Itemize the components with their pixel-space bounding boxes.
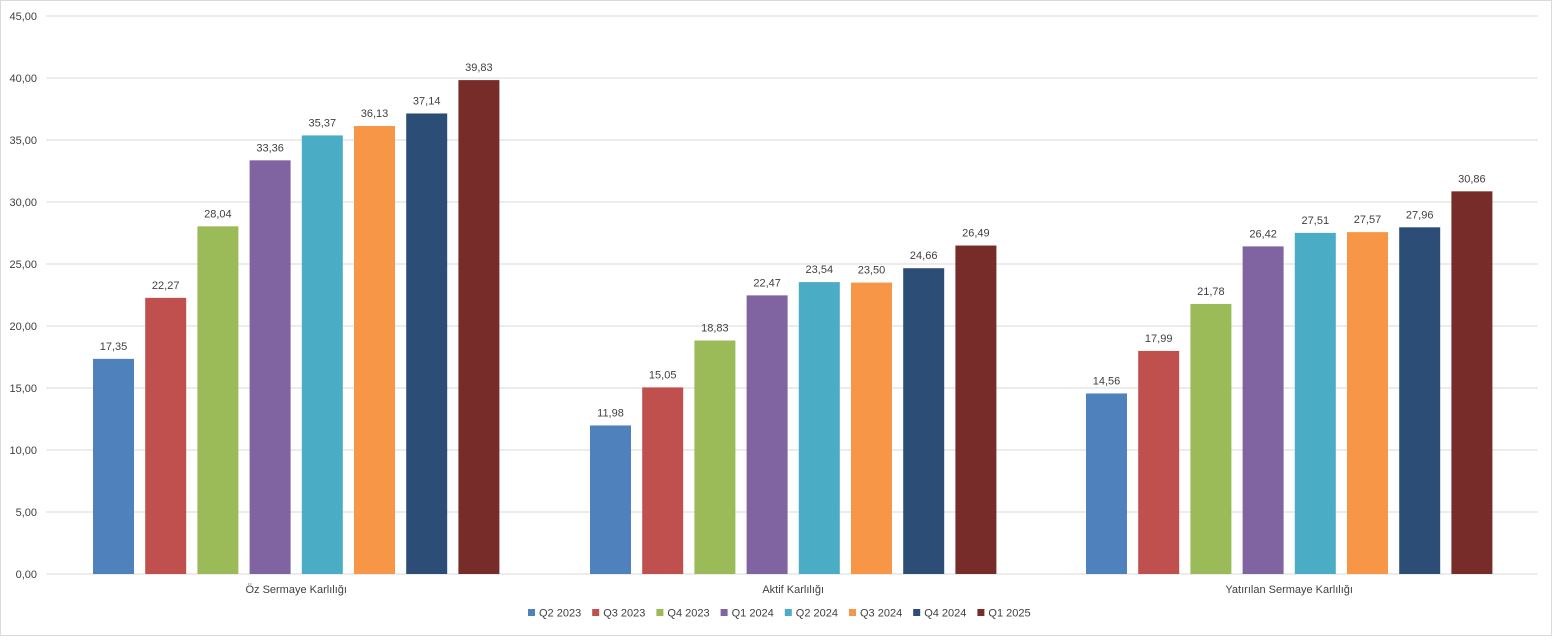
legend-swatch	[977, 609, 985, 616]
bar	[1294, 232, 1336, 574]
legend-swatch	[784, 609, 792, 616]
legend-swatch	[592, 609, 600, 616]
bar	[1190, 303, 1232, 574]
data-labels: 17,35 22,27 28,04 33,36 35,37 36,13 37,14 39,83…	[100, 62, 1486, 419]
gridlines	[46, 15, 1538, 575]
legend-swatch	[528, 609, 535, 616]
bar	[1086, 393, 1127, 574]
data-label: 27,51	[1302, 215, 1330, 227]
data-label: 14,56	[1093, 375, 1121, 387]
bar	[406, 113, 448, 575]
legend-item: Q3 2024	[849, 608, 902, 620]
y-tick-label: 30,00	[9, 197, 37, 209]
data-label: 18,83	[701, 323, 729, 335]
data-label: 27,96	[1406, 209, 1434, 221]
y-tick-label: 35,00	[9, 135, 37, 147]
data-label: 22,47	[753, 277, 781, 289]
bar	[694, 340, 736, 574]
legend-item: Q4 2024	[913, 608, 966, 620]
x-category-label: Aktif Karlılığı	[762, 584, 824, 596]
bar	[642, 387, 684, 574]
legend: Q2 2023 Q3 2023 Q4 2023 Q1 2024 Q2 2024 Q3 20…	[528, 608, 1031, 620]
y-tick-label: 15,00	[9, 383, 37, 395]
y-tick-label: 45,00	[9, 11, 37, 23]
legend-label: Q1 2025	[988, 608, 1030, 620]
x-category-label: Öz Sermaye Karlılığı	[245, 584, 346, 596]
x-category-label: Yatırılan Sermaye Karlılığı	[1225, 584, 1353, 596]
bars	[93, 80, 1493, 575]
data-label: 28,04	[204, 208, 232, 220]
y-tick-label: 40,00	[9, 73, 37, 85]
bar	[590, 425, 631, 574]
data-label: 37,14	[413, 95, 441, 107]
y-tick-label: 0,00	[16, 569, 37, 581]
data-label: 30,86	[1458, 173, 1486, 185]
data-label: 23,54	[806, 264, 834, 276]
bar	[798, 282, 840, 574]
y-axis-tick-labels: 0,00 5,00 10,00 15,00 20,00 25,00 30,00 35,00 40…	[9, 11, 37, 581]
bar	[903, 268, 945, 574]
legend-item: Q1 2024	[720, 608, 774, 620]
legend-label: Q4 2023	[667, 608, 709, 620]
y-tick-label: 5,00	[16, 507, 37, 519]
legend-item: Q1 2025	[977, 608, 1031, 620]
legend-label: Q4 2024	[924, 608, 966, 620]
data-label: 33,36	[256, 142, 284, 154]
legend-label: Q2 2024	[796, 608, 838, 620]
bar	[145, 297, 187, 574]
legend-swatch	[720, 609, 728, 616]
legend-item: Q2 2024	[784, 608, 838, 620]
data-label: 36,13	[361, 108, 389, 120]
data-label: 24,66	[910, 250, 938, 262]
legend-swatch	[913, 609, 921, 616]
data-label: 26,42	[1249, 228, 1277, 240]
legend-label: Q3 2023	[603, 608, 645, 620]
legend-label: Q1 2024	[732, 608, 774, 620]
data-label: 26,49	[962, 228, 990, 240]
bar	[746, 295, 788, 574]
x-axis-category-labels: Öz Sermaye Karlılığı Aktif Karlılığı Yatır…	[245, 584, 1353, 596]
bar	[1399, 227, 1441, 574]
bar	[249, 160, 291, 574]
legend-item: Q2 2023	[528, 608, 581, 620]
data-label: 21,78	[1197, 286, 1225, 298]
bar	[955, 245, 997, 575]
bar	[354, 125, 395, 574]
legend-item: Q4 2023	[656, 608, 710, 620]
legend-label: Q3 2024	[860, 608, 902, 620]
bar	[1138, 350, 1180, 574]
data-label: 23,50	[858, 265, 886, 277]
y-tick-label: 20,00	[9, 321, 37, 333]
data-label: 39,83	[465, 62, 493, 74]
bar	[197, 226, 239, 574]
y-tick-label: 10,00	[9, 445, 37, 457]
bar	[458, 80, 500, 574]
data-label: 17,99	[1145, 333, 1173, 345]
legend-item: Q3 2023	[592, 608, 645, 620]
legend-label: Q2 2023	[539, 608, 581, 620]
data-label: 22,27	[152, 280, 180, 292]
data-label: 27,57	[1354, 214, 1382, 226]
legend-swatch	[656, 609, 664, 616]
bar	[93, 358, 134, 574]
y-tick-label: 25,00	[9, 259, 37, 271]
data-label: 15,05	[649, 369, 677, 381]
bar	[1347, 232, 1388, 574]
legend-swatch	[849, 609, 856, 616]
data-label: 35,37	[309, 117, 337, 129]
bar	[851, 282, 892, 574]
data-label: 17,35	[100, 341, 128, 353]
bar	[301, 135, 343, 575]
data-label: 11,98	[597, 407, 624, 419]
bar	[1451, 191, 1493, 574]
bar	[1242, 246, 1284, 574]
